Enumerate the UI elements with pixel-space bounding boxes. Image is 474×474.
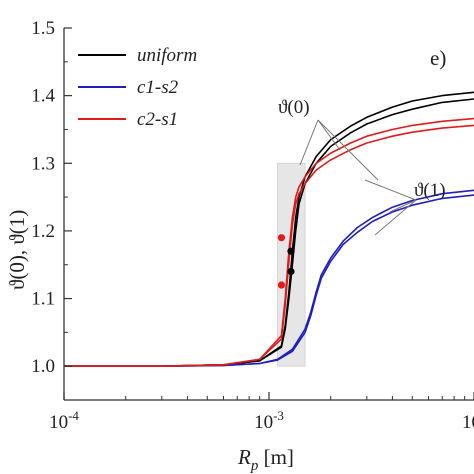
x-tick-label: 10 <box>462 412 474 433</box>
series-line-c1-s2-2 <box>64 189 474 367</box>
series-line-c2-s1-5 <box>64 124 474 367</box>
legend-label-uniform: uniform <box>137 45 197 66</box>
data-point-marker-1 <box>277 281 286 289</box>
x-axis-label: Rp [m] <box>237 445 294 474</box>
series-line-c2-s1-4 <box>64 117 474 367</box>
y-axis-label: ϑ(0), ϑ(1) <box>5 210 29 290</box>
marker-layer <box>277 234 295 289</box>
data-point-marker-3 <box>287 267 295 276</box>
legend-label-c2-s1: c2-s1 <box>137 109 178 130</box>
data-point-marker-0 <box>277 234 286 242</box>
series-line-uniform-1 <box>64 98 474 367</box>
panel-label: e) <box>430 46 446 70</box>
legend-label-c1-s2: c1-s2 <box>137 77 179 98</box>
data-point-marker-2 <box>287 247 295 255</box>
y-tick-label: 1.1 <box>31 289 55 310</box>
y-tick-label: 1.3 <box>31 153 55 174</box>
x-axis-symbol: R <box>237 445 251 469</box>
annotation-leader-lines <box>299 119 417 236</box>
y-tick-label: 1.2 <box>31 221 55 242</box>
tick-layer: 1.0 1.1 1.2 1.3 1.4 1.5 10-4 10-3 10 <box>31 18 474 433</box>
series-line-c1-s2-3 <box>64 194 474 367</box>
x-axis-unit: [m] <box>258 445 294 469</box>
series-layer <box>64 91 474 367</box>
annotation-theta0: ϑ(0) <box>278 97 310 118</box>
x-axis-subscript: p <box>250 458 259 474</box>
axes-frame <box>63 28 474 401</box>
legend: uniform c1-s2 c2-s1 <box>78 45 197 130</box>
y-tick-label: 1.0 <box>31 356 55 377</box>
y-tick-label: 1.4 <box>31 86 55 107</box>
y-tick-label: 1.5 <box>31 18 55 39</box>
annotation-theta1: ϑ(1) <box>414 180 446 201</box>
series-line-uniform-0 <box>64 91 474 367</box>
x-tick-label: 10-3 <box>254 408 284 433</box>
x-tick-label: 10-4 <box>49 408 79 433</box>
